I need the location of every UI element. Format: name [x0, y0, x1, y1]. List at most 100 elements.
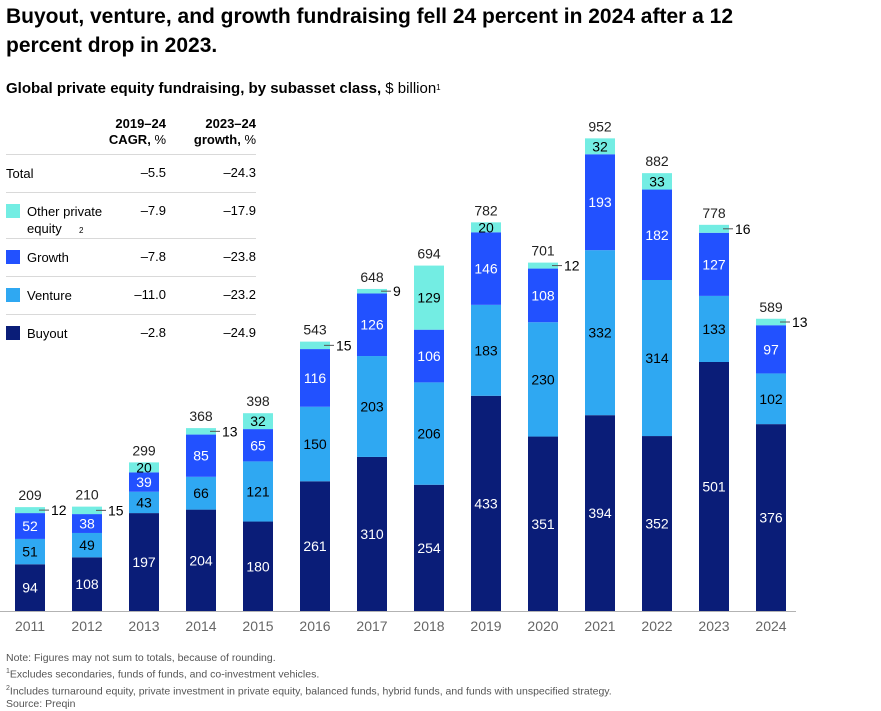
bar-segment-growth	[243, 429, 273, 462]
bar-segment-growth	[129, 472, 159, 492]
header-cagr-unit: %	[154, 132, 166, 147]
row-cagr: –5.5	[140, 165, 166, 180]
bar-segment-buyout	[756, 424, 786, 611]
row-growth: –23.8	[223, 249, 256, 264]
bar-segment-other	[186, 428, 216, 435]
header-cagr-line2: CAGR, %	[109, 132, 166, 148]
bar-segment-venture	[414, 382, 444, 485]
x-tick-label: 2024	[755, 618, 786, 634]
data-label-buyout: 376	[759, 510, 783, 526]
bar-segment-other	[585, 138, 615, 155]
footnote-2-marker: 2	[6, 684, 10, 692]
bar-segment-growth	[585, 154, 615, 251]
bar-segment-growth	[414, 329, 444, 383]
x-tick-label: 2019	[470, 618, 501, 634]
header-growth: 2023–24 growth, %	[194, 116, 256, 148]
bar-segment-venture	[756, 373, 786, 425]
x-tick-label: 2022	[641, 618, 672, 634]
legend-table-header: 2019–24 CAGR, % 2023–24 growth, %	[6, 116, 256, 154]
data-label-growth: 106	[417, 348, 441, 364]
data-label-buyout: 352	[645, 516, 669, 532]
bar-segment-other	[357, 288, 387, 294]
row-growth: –17.9	[223, 203, 256, 218]
data-label-venture: 183	[474, 342, 498, 358]
legend-row-growth: Growth –7.8 –23.8	[6, 238, 256, 276]
footnote-1: 1Excludes secondaries, funds of funds, a…	[6, 665, 612, 682]
data-label-growth: 146	[474, 261, 498, 277]
bar-segment-other	[642, 173, 672, 190]
data-label-other: 20	[478, 219, 494, 235]
total-label: 782	[474, 202, 498, 218]
bar-segment-other	[243, 413, 273, 430]
footnote-1-text: Excludes secondaries, funds of funds, an…	[9, 668, 320, 681]
data-label-growth: 52	[22, 518, 38, 534]
data-label-growth: 126	[360, 317, 384, 333]
data-label-venture: 230	[531, 371, 555, 387]
data-label-growth: 39	[136, 474, 152, 490]
data-label-growth: 127	[702, 256, 726, 272]
chart-subtitle: Global private equity fundraising, by su…	[6, 79, 441, 99]
total-label: 648	[360, 269, 384, 285]
bar-segment-buyout	[585, 415, 615, 611]
data-label-growth: 38	[79, 516, 95, 532]
data-label-buyout: 351	[531, 516, 555, 532]
bar-segment-venture	[528, 322, 558, 437]
bar-segment-venture	[585, 250, 615, 416]
total-label: 210	[75, 487, 99, 503]
total-label: 952	[588, 118, 612, 134]
header-cagr: 2019–24 CAGR, %	[109, 116, 166, 148]
row-label: Growth	[27, 250, 69, 265]
subtitle-footnote-marker: 1	[436, 83, 441, 92]
header-growth-label: growth,	[193, 132, 241, 147]
bar-segment-buyout	[186, 509, 216, 611]
bar-segment-growth	[300, 349, 330, 407]
legend-swatch-venture	[6, 288, 20, 302]
bar-segment-other	[471, 222, 501, 233]
x-tick-label: 2018	[413, 618, 444, 634]
x-tick-label: 2021	[584, 618, 615, 634]
x-tick-label: 2020	[527, 618, 558, 634]
data-label-buyout: 94	[22, 580, 38, 596]
x-tick-label: 2016	[299, 618, 330, 634]
footnotes: Note: Figures may not sum to totals, bec…	[6, 652, 612, 711]
row-cagr: –2.8	[140, 325, 166, 340]
x-tick-label: 2013	[128, 618, 159, 634]
data-label-buyout: 204	[189, 552, 213, 568]
data-label-venture: 203	[360, 398, 384, 414]
data-label-venture: 133	[702, 321, 726, 337]
data-label-other: 12	[564, 258, 580, 274]
source: Source: Preqin	[6, 698, 76, 710]
legend-row-other: Other private equity 2 –7.9 –17.9	[6, 192, 256, 238]
x-tick-label: 2017	[356, 618, 387, 634]
note-rounding: Note: Figures may not sum to totals, bec…	[6, 652, 276, 664]
chart-title: Buyout, venture, and growth fundraising …	[6, 5, 734, 57]
data-label-venture: 121	[246, 483, 270, 499]
bar-segment-growth	[528, 268, 558, 323]
legend-table: 2019–24 CAGR, % 2023–24 growth, % Total …	[6, 116, 256, 352]
data-label-other: 32	[250, 413, 266, 429]
data-label-growth: 193	[588, 194, 612, 210]
bar-segment-buyout	[528, 436, 558, 611]
bar-segment-venture	[243, 461, 273, 522]
bar-segment-buyout	[72, 557, 102, 611]
bar-segment-buyout	[15, 564, 45, 611]
data-label-buyout: 180	[246, 558, 270, 574]
row-label: Total	[6, 166, 34, 181]
data-label-other: 33	[649, 173, 665, 189]
bar-segment-growth	[756, 325, 786, 374]
bar-segment-growth	[699, 232, 729, 296]
data-label-other: 13	[792, 314, 808, 330]
header-cagr-line1: 2019–24	[115, 116, 166, 131]
total-label: 694	[417, 246, 441, 262]
bar-segment-growth	[471, 232, 501, 305]
bar-segment-buyout	[129, 513, 159, 611]
bar-segment-venture	[15, 538, 45, 565]
bar-segment-buyout	[642, 436, 672, 611]
data-label-growth: 97	[763, 341, 779, 357]
data-label-buyout: 501	[702, 479, 726, 495]
data-label-growth: 108	[531, 287, 555, 303]
bar-segment-venture	[357, 356, 387, 457]
data-label-growth: 182	[645, 227, 669, 243]
bar-segment-venture	[642, 279, 672, 437]
footnote-1-marker: 1	[6, 668, 10, 675]
